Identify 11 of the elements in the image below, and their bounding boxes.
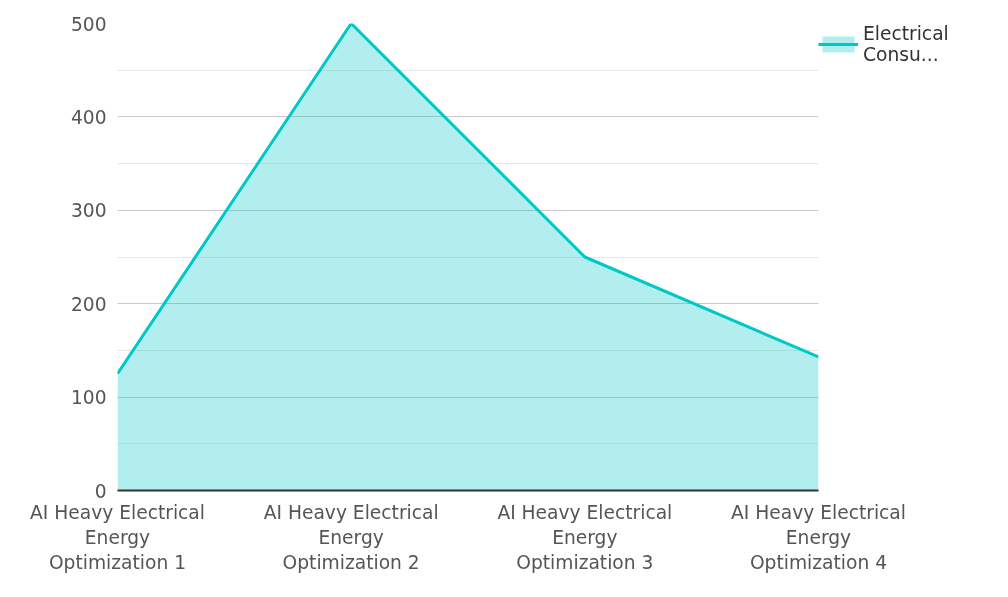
x-tick-label: AI Heavy Electrical Energy Optimization 3 — [497, 501, 673, 573]
y-tick-label: 400 — [70, 106, 107, 128]
y-tick-label: 200 — [70, 293, 107, 315]
y-tick-label: 300 — [70, 200, 107, 222]
y-tick-label: 0 — [94, 480, 107, 502]
x-tick-label: AI Heavy Electrical Energy Optimization 4 — [731, 501, 906, 573]
y-tick-label: 500 — [70, 13, 107, 35]
y-tick-label: 100 — [70, 387, 107, 409]
x-tick-label: AI Heavy Electrical Energy Optimization 1 — [30, 501, 205, 573]
x-tick-label: AI Heavy Electrical Energy Optimization 2 — [263, 501, 439, 573]
legend-label: Electrical Consu... — [863, 23, 949, 65]
